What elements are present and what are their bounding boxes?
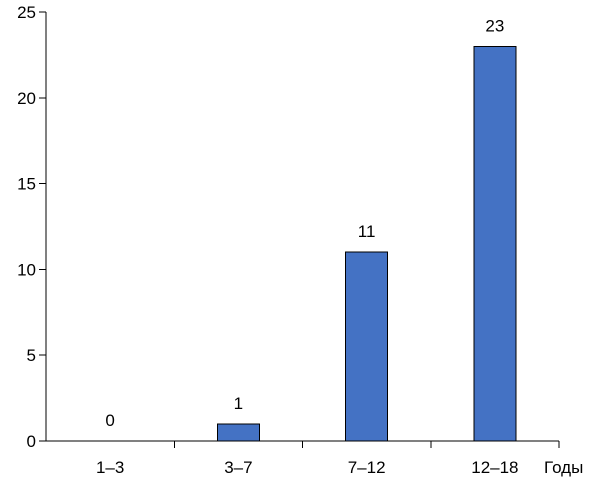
bars — [216, 45, 517, 442]
x-tick-label: 7–12 — [348, 458, 386, 477]
bar-2 — [345, 251, 389, 442]
x-tick-label: 3–7 — [224, 458, 252, 477]
data-label-1: 1 — [234, 394, 243, 413]
x-tick-label: 1–3 — [96, 458, 124, 477]
y-axis-ticks: 0 5 10 15 20 25 — [17, 3, 46, 451]
y-tick-label: 25 — [17, 3, 36, 22]
bar-3 — [473, 45, 517, 442]
bar-1 — [216, 423, 260, 442]
y-tick-label: 20 — [17, 89, 36, 108]
x-tick-label: 12–18 — [471, 458, 518, 477]
y-tick-label: 0 — [27, 432, 36, 451]
data-label-2: 11 — [358, 222, 376, 241]
data-label-3: 23 — [485, 16, 504, 35]
y-tick-label: 5 — [27, 346, 36, 365]
y-tick-label: 15 — [17, 175, 36, 194]
x-axis-title: Годы — [544, 458, 583, 477]
x-axis-ticks: 1–3 3–7 7–12 12–18 — [96, 441, 560, 477]
y-tick-label: 10 — [17, 260, 36, 279]
data-label-0: 0 — [105, 411, 114, 430]
